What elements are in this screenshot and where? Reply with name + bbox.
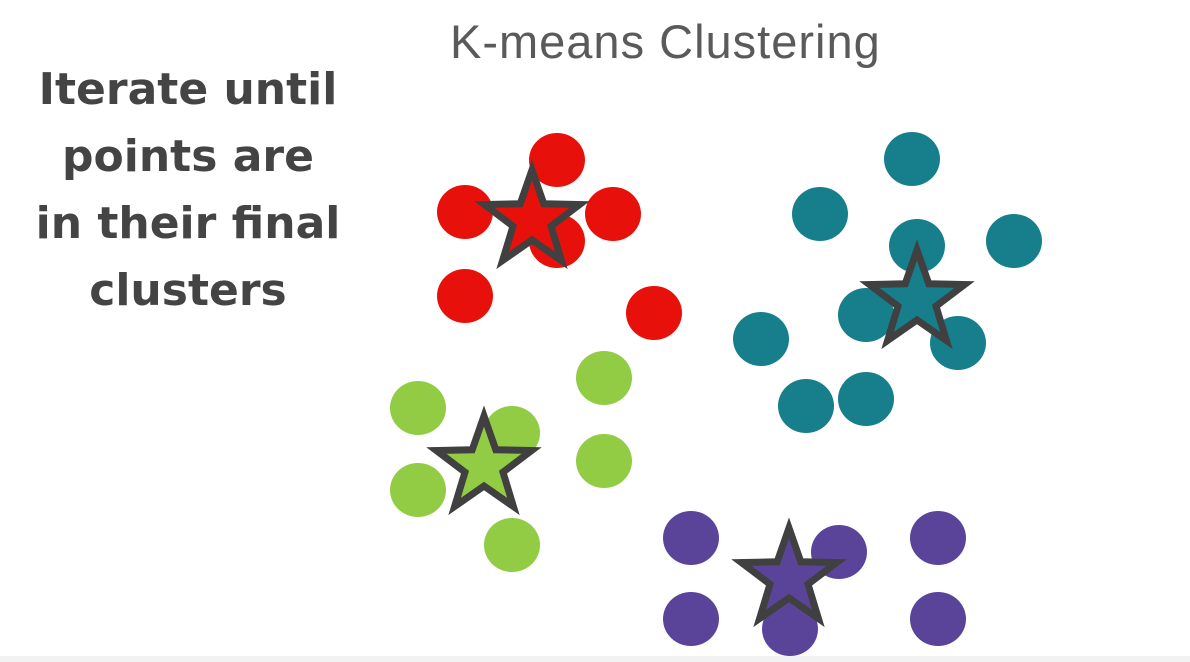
purple-point-4 [663,592,719,646]
purple-point-1 [663,511,719,565]
green-point-4 [576,434,632,488]
red-point-3 [585,187,641,241]
teal-point-2 [792,187,848,241]
teal-point-1 [884,132,940,186]
teal-centroid-star-icon [859,239,975,350]
teal-point-6 [733,312,789,366]
red-point-2 [437,185,493,239]
green-point-2 [390,381,446,435]
green-point-6 [484,518,540,572]
caption-line-3: in their final [35,198,341,249]
teal-point-9 [778,379,834,433]
cluster-purple [663,511,966,656]
purple-point-6 [910,592,966,646]
purple-point-3 [910,511,966,565]
teal-point-8 [838,372,894,426]
caption-line-1: Iterate until [38,64,338,115]
purple-centroid-star-icon [731,517,847,628]
caption-line-2: points are [62,131,314,182]
teal-point-3 [986,214,1042,268]
cluster-red [437,133,682,340]
green-centroid-star-icon [426,405,542,516]
green-point-5 [390,463,446,517]
slide-title: K-means Clustering [450,15,881,68]
purple-point-5 [762,602,818,656]
bottom-edge [0,656,1190,662]
red-centroid-star-icon [474,159,590,270]
teal-point-5 [838,288,894,342]
red-point-6 [626,286,682,340]
red-point-5 [437,269,493,323]
caption-line-4: clusters [89,265,287,316]
side-caption: Iterate until points are in their final … [8,56,368,324]
red-point-1 [529,133,585,187]
green-point-1 [576,351,632,405]
